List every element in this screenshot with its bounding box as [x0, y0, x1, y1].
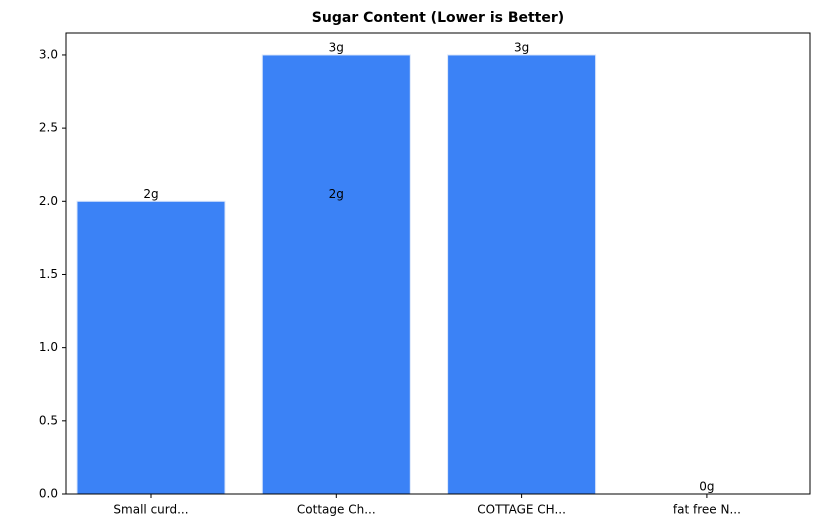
bar: [76, 200, 226, 495]
y-tick-label: 1.5: [39, 267, 58, 281]
y-tick-label: 0.0: [39, 487, 58, 501]
x-tick-label: Small curd...: [113, 503, 188, 517]
bar: [261, 54, 411, 495]
x-tick-label: Cottage Ch...: [297, 503, 376, 517]
value-label: 2g: [143, 187, 158, 201]
plot-frame: [65, 32, 811, 495]
y-tick-label: 2.5: [39, 121, 58, 135]
bar: [447, 54, 597, 495]
y-tick-label: 3.0: [39, 47, 58, 61]
value-label: 3g: [329, 40, 344, 54]
annotation: 2g: [329, 187, 344, 201]
y-tick-label: 2.0: [39, 194, 58, 208]
y-tick-label: 0.5: [39, 413, 58, 427]
x-tick-label: fat free N...: [673, 503, 741, 517]
chart-title: Sugar Content (Lower is Better): [312, 10, 564, 26]
value-label: 3g: [514, 40, 529, 54]
y-tick-label: 1.0: [39, 340, 58, 354]
value-label: 0g: [699, 480, 714, 494]
x-tick-label: COTTAGE CH...: [477, 503, 566, 517]
